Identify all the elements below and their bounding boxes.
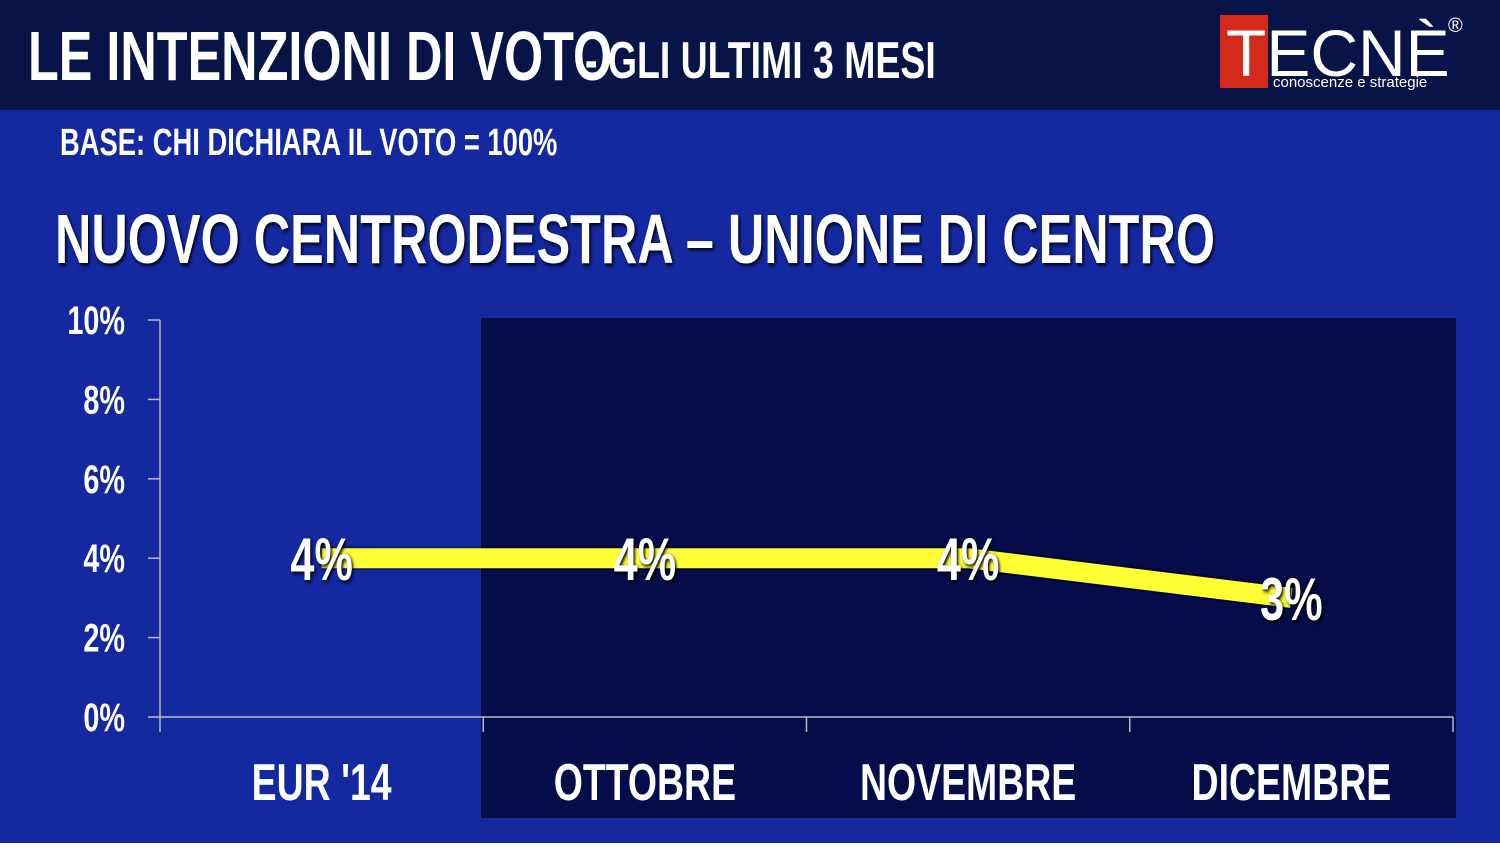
logo-box [1220, 15, 1268, 88]
label-group: 4% [614, 527, 676, 594]
line [321, 548, 1293, 608]
label-group: DICEMBRE [1192, 753, 1392, 812]
y-tick-label: 6% [83, 457, 125, 502]
x-tick-label: EUR '14 [252, 753, 392, 812]
label-group: EUR '14 [252, 753, 392, 812]
data-label: 4% [937, 527, 999, 594]
x-tick-label: OTTOBRE [554, 753, 736, 812]
label-group: 4% [290, 527, 352, 594]
label-group: 8% [83, 378, 125, 423]
data-label: 4% [290, 527, 352, 594]
logo-tagline: conoscenze e strategie [1273, 74, 1427, 91]
logo: TECNÈ [1226, 16, 1450, 90]
x-tick-label: DICEMBRE [1192, 753, 1392, 812]
y-tick-label: 10% [67, 298, 125, 343]
label-group: 3% [1260, 567, 1322, 634]
y-tick-label: 2% [83, 616, 125, 661]
label-group: OTTOBRE [554, 753, 736, 812]
label-group: 6% [83, 457, 125, 502]
label-group: 4% [83, 537, 125, 582]
data-label: 3% [1260, 567, 1322, 634]
chart-title: NUOVO CENTRODESTRA – UNIONE DI CENTRO [55, 200, 1215, 278]
label-group: 2% [83, 616, 125, 661]
y-tick-label: 0% [83, 695, 125, 740]
logo-mark: ® [1448, 15, 1463, 37]
label-group: 10% [67, 298, 125, 343]
y-tick-label: 8% [83, 378, 125, 423]
header-subtitle: - GLI ULTIMI 3 MESI [585, 31, 936, 90]
label-group: NOVEMBRE [860, 753, 1076, 812]
x-tick-label: NOVEMBRE [860, 753, 1076, 812]
header-title: LE INTENZIONI DI VOTO [28, 17, 612, 95]
label-group: 0% [83, 695, 125, 740]
data-label: 4% [614, 527, 676, 594]
label-group: 4% [937, 527, 999, 594]
y-tick-label: 4% [83, 537, 125, 582]
base-note: BASE: CHI DICHIARA IL VOTO = 100% [60, 122, 557, 164]
